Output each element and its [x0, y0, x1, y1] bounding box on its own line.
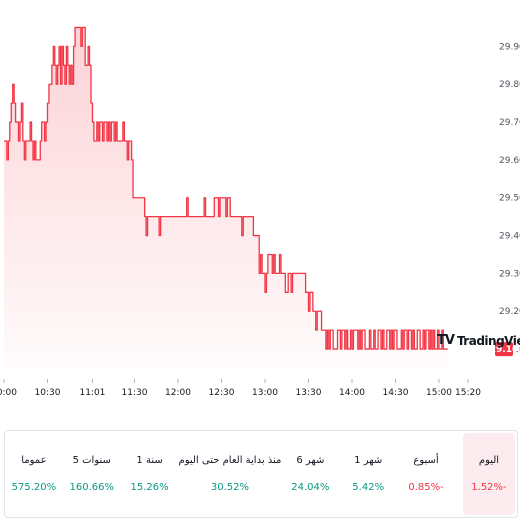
- x-axis: 10:00 10:30 11:01 11:30 12:00 12:30 13:00 13:30…: [0, 379, 481, 398]
- tradingview-logo-text: TradingView: [456, 333, 520, 348]
- performance-period-value: 575.20%: [11, 482, 57, 493]
- y-tick-label: 29.90: [499, 42, 520, 52]
- x-tick-label: 10:00: [0, 388, 17, 398]
- performance-period-value: 0.85%-: [408, 482, 444, 493]
- last-price-label: 29.10: [490, 345, 518, 355]
- x-tick-label: 10:30: [35, 388, 61, 398]
- performance-period-0[interactable]: اليوم 1.52%-: [462, 433, 515, 515]
- x-tick-label: 15:00: [426, 388, 452, 398]
- price-line: [4, 26, 448, 350]
- y-tick-label: 29.20: [499, 307, 520, 317]
- x-tick-label: 15:20: [455, 388, 481, 398]
- performance-period-1[interactable]: أسبوع 0.85%-: [397, 431, 455, 517]
- performance-period-label: 5 سنوات: [72, 455, 111, 466]
- y-tick-label: 29.50: [499, 194, 520, 204]
- x-tick-label: 13:00: [252, 388, 278, 398]
- performance-period-label: 1 سنة: [136, 455, 163, 466]
- x-tick-label: 11:30: [122, 388, 148, 398]
- performance-period-4[interactable]: منذ بداية العام حتى اليوم 30.52%: [179, 431, 282, 517]
- performance-period-3[interactable]: 6 شهر 24.04%: [281, 431, 339, 517]
- price-chart[interactable]: 29.10 29.20 29.30 29.40 29.50 29.60 29.70 29.80…: [0, 0, 520, 400]
- performance-period-label: أسبوع: [413, 455, 439, 466]
- performance-period-6[interactable]: 5 سنوات 160.66%: [63, 431, 121, 517]
- price-area: [4, 27, 448, 368]
- performance-period-5[interactable]: 1 سنة 15.26%: [121, 431, 179, 517]
- x-tick-label: 12:00: [165, 388, 191, 398]
- tradingview-logo: TV TradingView: [437, 333, 520, 348]
- x-tick-label: 14:30: [383, 388, 409, 398]
- y-tick-label: 29.70: [499, 118, 520, 128]
- performance-period-label: عموما: [21, 455, 47, 466]
- performance-period-value: 15.26%: [130, 482, 169, 493]
- performance-period-value: 160.66%: [69, 482, 114, 493]
- performance-period-value: 24.04%: [291, 482, 330, 493]
- last-price-tag: 29.10: [490, 342, 518, 357]
- y-axis: 29.1029.2029.3029.4029.5029.6029.7029.80…: [499, 42, 520, 355]
- performance-period-label: اليوم: [478, 455, 500, 466]
- x-tick-label: 14:00: [339, 388, 365, 398]
- y-tick-label: 29.30: [499, 269, 520, 279]
- y-tick-label: 29.40: [499, 232, 520, 242]
- y-tick-label: 29.80: [499, 80, 520, 90]
- performance-period-label: منذ بداية العام حتى اليوم: [178, 455, 282, 466]
- performance-period-2[interactable]: 1 شهر 5.42%: [339, 431, 397, 517]
- x-tick-label: 11:01: [79, 388, 105, 398]
- performance-period-label: 6 شهر: [296, 455, 325, 466]
- performance-period-7[interactable]: عموما 575.20%: [5, 431, 63, 517]
- performance-panel: اليوم 1.52%- أسبوع 0.85%- 1 شهر 5.42% 6 شهر 24.…: [4, 430, 518, 518]
- x-tick-label: 13:30: [296, 388, 322, 398]
- performance-period-value: 5.42%: [352, 482, 385, 493]
- performance-period-value: 1.52%-: [471, 482, 507, 493]
- performance-period-label: 1 شهر: [354, 455, 383, 466]
- x-tick-label: 12:30: [209, 388, 235, 398]
- y-tick-label: 29.60: [499, 156, 520, 166]
- performance-period-value: 30.52%: [210, 482, 250, 493]
- tradingview-logo-icon: TV: [437, 333, 455, 348]
